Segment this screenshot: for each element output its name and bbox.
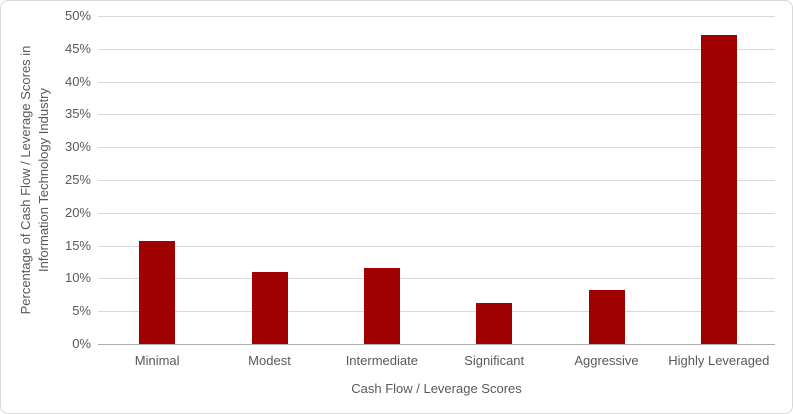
- y-tick-label: 20%: [64, 204, 91, 220]
- x-category-label: Modest: [248, 353, 291, 368]
- gridline: [98, 180, 775, 181]
- y-tick-label: 5%: [72, 303, 91, 319]
- gridline: [98, 311, 775, 313]
- bar-modest: [251, 271, 288, 344]
- y-tick-label: 10%: [64, 270, 91, 286]
- x-category-label: Minimal: [134, 353, 180, 368]
- gridline: [98, 114, 775, 116]
- bar-intermediate: [363, 267, 400, 344]
- gridline: [98, 278, 775, 280]
- x-category-label: Aggressive: [574, 353, 639, 368]
- x-category-label: Highly Leveraged: [668, 353, 770, 368]
- y-tick-label: 15%: [64, 237, 91, 253]
- bar-significant: [476, 302, 513, 344]
- gridline: [98, 245, 775, 247]
- gridline: [98, 212, 775, 214]
- gridline: [98, 81, 775, 83]
- bar-aggressive: [588, 289, 625, 344]
- x-axis-line: [98, 344, 775, 345]
- y-tick-label: 45%: [64, 40, 91, 56]
- x-category-label: Significant: [464, 353, 525, 368]
- y-tick-label: 35%: [64, 106, 91, 122]
- y-tick-label: 25%: [64, 172, 91, 187]
- gridline: [98, 48, 775, 50]
- gridline: [98, 16, 775, 17]
- x-axis-title: Cash Flow / Leverage Scores: [351, 381, 522, 396]
- y-tick-label: 0%: [72, 336, 91, 351]
- gridline: [98, 147, 775, 149]
- y-axis-title-line1: Percentage of Cash Flow / Leverage Score…: [18, 45, 33, 315]
- y-tick-label: 40%: [64, 73, 91, 89]
- bar-minimal: [139, 241, 176, 344]
- y-tick-label: 30%: [64, 139, 91, 155]
- y-tick-label: 50%: [64, 8, 91, 23]
- bar-highly-leveraged: [700, 35, 737, 344]
- x-category-label: Intermediate: [345, 353, 418, 368]
